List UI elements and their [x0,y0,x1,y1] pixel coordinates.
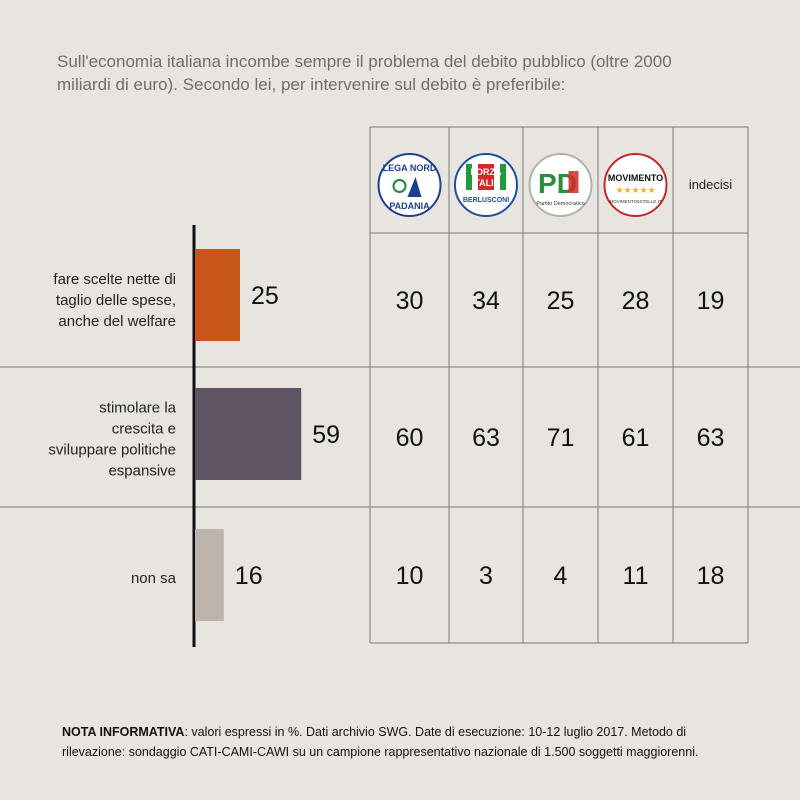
logo-circle [603,153,668,217]
pd-red-accent [568,171,579,193]
table-cell-value: 19 [697,287,725,315]
note-line-1: NOTA INFORMATIVA: valori espressi in %. … [62,722,762,742]
logo-circle [377,153,442,217]
table-cell-value: 4 [554,562,568,590]
bar-value-label: 25 [251,282,279,310]
table-cell-value: 25 [547,287,575,315]
table-cell-value: 63 [472,424,500,452]
logo-text: MOVIMENTO5STELLE.IT [609,199,661,204]
table-cell-value: 61 [622,424,650,452]
category-labels: fare scelte nette di taglio delle spese, a… [48,271,176,587]
table-cell-value: 63 [697,424,725,452]
bar [195,529,224,621]
question-line-1: Sull'economia italiana incombe sempre il… [57,52,672,71]
bar-value-label: 16 [235,562,263,590]
table-cell-value: 28 [622,287,650,315]
bar-group: 25 59 16 [195,249,340,621]
table-cell-value: 3 [479,562,493,590]
logo-text: PADANIA [389,201,430,211]
logo-text: ITALIA [472,178,501,188]
bar [195,249,240,341]
note-text-1: : valori espressi in %. Dati archivio SW… [184,725,687,739]
table-cell-value: 60 [396,424,424,452]
category-label: stimolare la [99,400,176,417]
table-cell-value: 18 [697,562,725,590]
m5s-logo: MOVIMENTO★ ★ ★ ★ ★MOVIMENTO5STELLE.IT [603,153,668,217]
category-label: sviluppare politiche [48,442,176,459]
star-icon: ★ [631,185,639,195]
table-cell-value: 34 [472,287,500,315]
star-icon: ★ [647,185,655,195]
table-grid [0,126,800,647]
logo-text: BERLUSCONI [463,197,509,204]
info-note: NOTA INFORMATIVA: valori espressi in %. … [62,722,762,762]
column-header-indecisi: indecisi [689,177,732,192]
category-label: crescita e [112,421,176,438]
question-text: Sull'economia italiana incombe sempre il… [57,50,757,96]
star-icon: ★ [615,185,623,195]
sun-icon [392,179,407,193]
logo-circle [528,153,593,217]
star-icon: ★ [623,185,631,195]
warrior-icon [407,177,422,197]
logo-text: FORZA [471,167,502,177]
flag-red [478,164,494,190]
logo-text: MOVIMENTO [608,173,663,183]
note-line-2: rilevazione: sondaggio CATI-CAMI-CAWI su… [62,745,699,759]
logo-text: LEGA NORD [383,163,437,173]
table-cell-value: 30 [396,287,424,315]
category-label: taglio delle spese, [56,292,176,309]
table-cell-value: 71 [547,424,575,452]
category-label: non sa [131,570,177,587]
lega-nord-logo: LEGA NORD PADANIA [377,153,442,217]
category-label: anche del welfare [58,313,176,330]
logo-text: Partito Democratico [536,201,584,207]
category-label: espansive [108,463,176,480]
star-icon: ★ [639,185,647,195]
note-label: NOTA INFORMATIVA [62,725,185,739]
table-cell-value: 10 [396,562,424,590]
question-line-2: miliardi di euro). Secondo lei, per inte… [57,75,566,94]
category-label: fare scelte nette di [53,271,176,288]
bar [195,388,302,480]
table-cell-value: 11 [623,562,649,590]
bar-value-label: 59 [312,421,340,449]
